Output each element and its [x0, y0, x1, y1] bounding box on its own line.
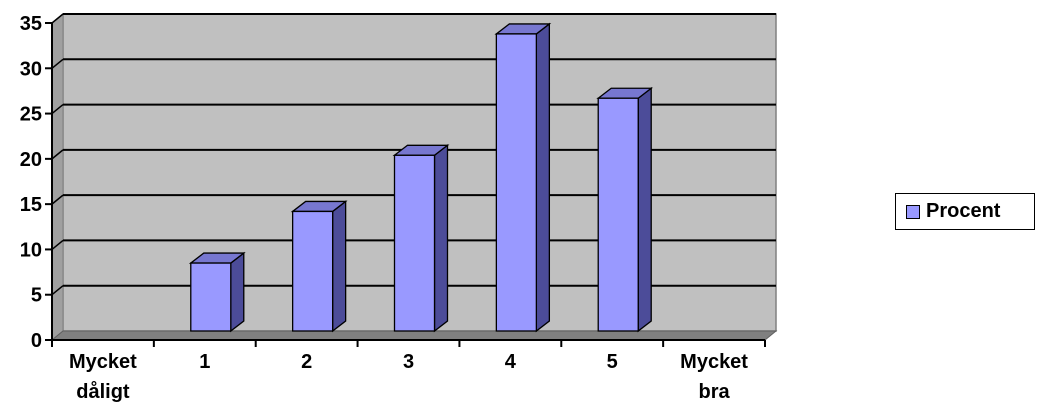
- legend: Procent: [895, 193, 1035, 230]
- gridline-depth: [51, 194, 64, 205]
- x-tick-label: Mycket dåligt: [69, 351, 137, 403]
- x-tick-label: 5: [607, 351, 618, 373]
- x-tick-label: 3: [403, 351, 414, 373]
- gridline-depth: [51, 103, 64, 115]
- x-tick-label: Mycket bra: [680, 351, 748, 403]
- x-tick-labels: Mycket dåligt 1 2 3 4 5 Mycket bra: [69, 351, 748, 403]
- gridline-depth: [51, 285, 64, 296]
- gridline-depth: [51, 13, 64, 24]
- bar-front: [393, 154, 436, 332]
- gridline-depth: [51, 58, 64, 69]
- axes: [45, 22, 766, 347]
- bar-side: [230, 251, 245, 333]
- y-tick-labels: 0 5 10 15 20 25 30 35: [20, 13, 42, 352]
- y-tick-label: 25: [20, 104, 42, 126]
- bar-series-procent: [188, 22, 654, 333]
- bar-side: [331, 200, 347, 333]
- bar: [392, 143, 450, 333]
- x-tick-label: 2: [301, 351, 312, 373]
- chart-floor: [50, 330, 778, 341]
- x-tick-label: 4: [505, 351, 517, 373]
- bar: [290, 200, 348, 333]
- y-tick-label: 20: [20, 149, 42, 171]
- floor-plane: [50, 330, 778, 341]
- y-tick-label: 15: [20, 194, 42, 216]
- y-tick-label: 0: [31, 330, 42, 352]
- y-tick-label: 30: [20, 58, 42, 80]
- bar: [596, 86, 654, 333]
- y-tick-label: 35: [20, 13, 42, 35]
- legend-label-procent: Procent: [926, 200, 1001, 222]
- bar: [188, 251, 246, 333]
- y-tick-label: 5: [31, 285, 42, 307]
- bar: [494, 22, 552, 333]
- bar-side: [433, 143, 449, 333]
- bar-front: [190, 262, 232, 332]
- bar-front: [495, 33, 538, 332]
- bar-side: [637, 86, 652, 333]
- bar-side: [535, 22, 551, 333]
- bar-front: [597, 97, 639, 332]
- bar-front: [291, 210, 334, 332]
- x-tick-label: 1: [199, 351, 210, 373]
- gridline-depth: [51, 239, 64, 251]
- y-tick-label: 10: [20, 239, 42, 261]
- gridline-depth: [51, 149, 64, 160]
- legend-swatch-procent: [906, 205, 920, 219]
